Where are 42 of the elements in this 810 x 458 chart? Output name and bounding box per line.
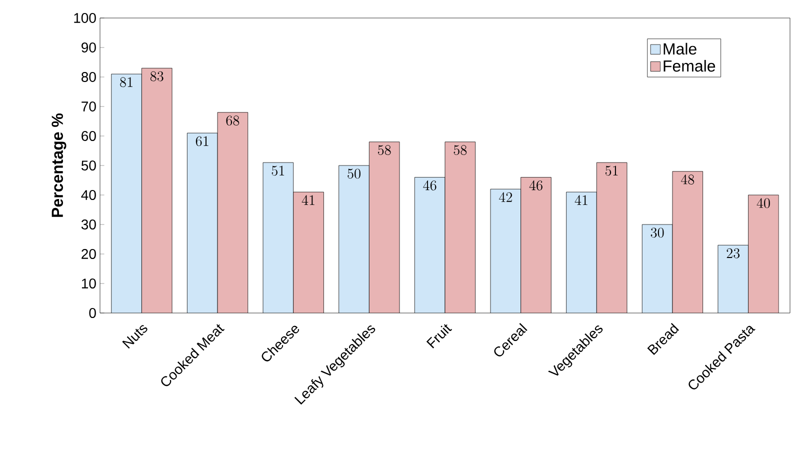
data-label: 51: [605, 166, 618, 176]
data-label: 46: [423, 180, 436, 190]
data-label: 42: [499, 192, 512, 202]
bar: [217, 112, 248, 313]
y-tick-label: 0: [89, 308, 96, 318]
y-axis-title: Percentage %: [52, 113, 66, 217]
data-label: 68: [226, 116, 240, 126]
y-tick-label: 100: [74, 13, 96, 23]
y-tick-label: 30: [81, 220, 96, 230]
bar: [672, 171, 704, 313]
legend-label: Male: [664, 42, 696, 55]
data-label: 46: [529, 180, 542, 190]
data-label: 40: [756, 198, 770, 208]
legend-label: Female: [664, 60, 716, 72]
y-tick-label: 20: [82, 249, 96, 259]
bar: [142, 68, 172, 313]
data-label: 23: [726, 248, 740, 258]
data-label: 61: [196, 136, 208, 146]
bar: [293, 192, 324, 313]
data-label: 51: [272, 166, 284, 176]
bar: [596, 162, 628, 313]
y-tick-label: 40: [81, 190, 96, 200]
y-tick-label: 90: [82, 42, 96, 52]
y-tick-label: 60: [82, 131, 96, 141]
y-tick-label: 50: [81, 160, 96, 170]
data-label: 41: [302, 195, 314, 205]
data-label: 50: [348, 168, 360, 179]
bar: [520, 177, 552, 313]
y-tick-label: 80: [82, 72, 96, 82]
data-label: 58: [454, 145, 467, 156]
y-tick-label: 10: [82, 278, 96, 288]
data-label: 83: [150, 71, 164, 82]
data-label: 48: [680, 174, 694, 185]
data-label: 30: [650, 228, 664, 238]
y-tick-label: 70: [82, 102, 96, 112]
bar: [368, 142, 400, 313]
data-label: 81: [120, 77, 132, 88]
data-label: 58: [378, 145, 391, 156]
bar: [444, 142, 476, 313]
data-label: 41: [574, 195, 588, 205]
bar: [748, 194, 779, 313]
x-tick-label: Nuts: [122, 325, 148, 349]
